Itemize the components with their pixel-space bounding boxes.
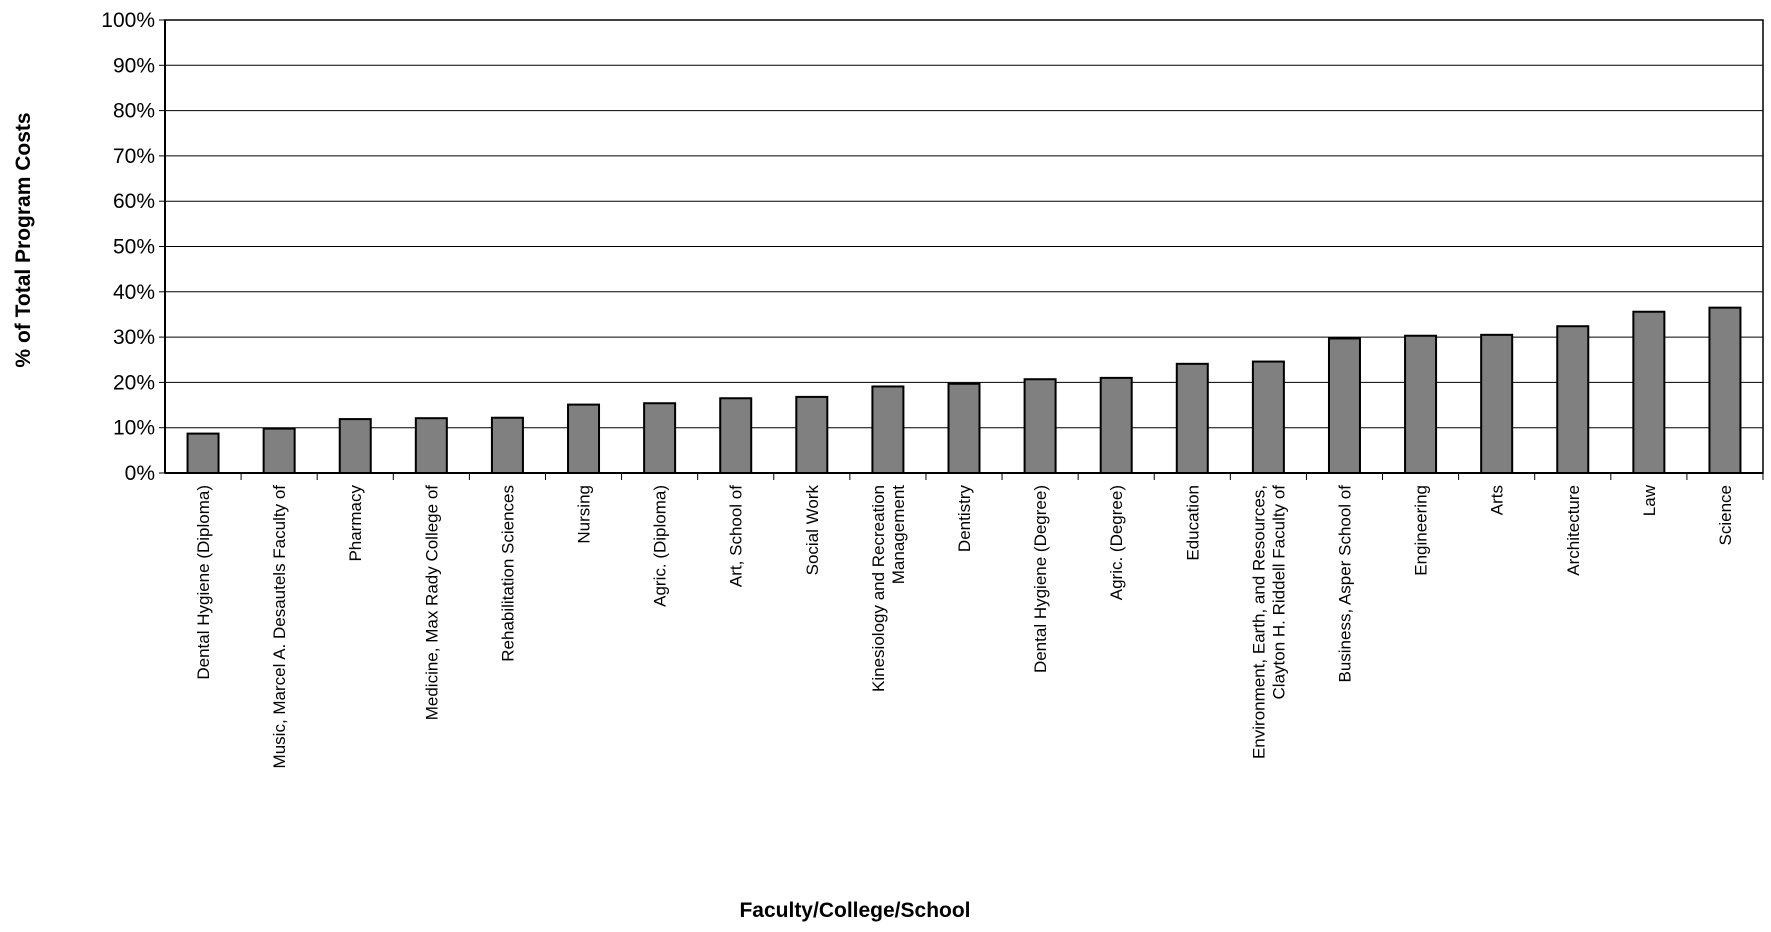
x-tick-label: Music, Marcel A. Desautels Faculty of: [270, 485, 289, 769]
bar: [1251, 360, 1285, 475]
bar: [1175, 362, 1209, 474]
x-tick-label: Dental Hygiene (Diploma): [194, 485, 213, 680]
bar: [1480, 333, 1514, 474]
bar: [795, 395, 829, 474]
y-tick-label: 90%: [113, 54, 155, 77]
bar: [1023, 378, 1057, 475]
bar: [414, 417, 448, 475]
x-tick-label: Science: [1716, 485, 1735, 545]
bar: [1632, 310, 1666, 474]
bar: [1556, 325, 1590, 474]
x-tick-label: Business, Asper School of: [1335, 485, 1354, 683]
x-tick-label: Social Work: [803, 485, 822, 576]
y-tick-label: 20%: [113, 371, 155, 394]
axes: [164, 19, 1764, 474]
y-tick-label: 70%: [113, 145, 155, 168]
x-tick-label: Medicine, Max Rady College of: [422, 485, 441, 721]
x-tick-label: Architecture: [1564, 485, 1583, 576]
y-axis-title: % of Total Program Costs: [12, 112, 35, 367]
y-tick-label: 80%: [113, 100, 155, 123]
y-tick-labels: 0% 10% 20% 30% 40% 50% 60% 70% 80% 90% 100%: [101, 9, 155, 485]
bar: [262, 427, 296, 474]
x-tick-label: Nursing: [575, 485, 594, 544]
x-tick-label: Education: [1183, 485, 1202, 561]
bar: [719, 397, 753, 475]
bar: [1099, 376, 1133, 474]
y-tick-label: 50%: [113, 236, 155, 259]
bar: [1327, 337, 1361, 475]
x-tick-label: Pharmacy: [346, 485, 365, 562]
x-tick-label: Clayton H. Riddell Faculty of: [1269, 485, 1288, 700]
x-tick-label: Agric. (Degree): [1107, 485, 1126, 600]
x-tick-label: Dentistry: [955, 485, 974, 553]
y-tick-label: 10%: [113, 417, 155, 440]
y-tick-label: 60%: [113, 190, 155, 213]
bar: [1404, 334, 1438, 474]
x-tick-label: Engineering: [1412, 485, 1431, 576]
bar: [947, 382, 981, 474]
bar: [643, 402, 677, 475]
bar: [186, 432, 220, 474]
y-tick-label: 100%: [101, 9, 155, 32]
bar: [338, 418, 372, 474]
x-tick-label: Rehabilitation Sciences: [498, 485, 517, 662]
x-category-labels: Dental Hygiene (Diploma) Music, Marcel A.…: [194, 484, 1735, 768]
x-tick-label: Management: [889, 485, 908, 585]
x-tick-label: Kinesiology and Recreation: [869, 485, 888, 692]
bar: [490, 416, 524, 475]
x-tick-label: Agric. (Diploma): [651, 485, 670, 607]
x-tick-label: Dental Hygiene (Degree): [1031, 485, 1050, 673]
x-tick-label: Art, School of: [727, 485, 746, 587]
bars: [186, 306, 1742, 475]
x-axis-title: Faculty/College/School: [739, 899, 970, 922]
bar: [871, 385, 905, 474]
bar: [567, 403, 601, 474]
bar: [1708, 306, 1742, 474]
y-tick-label: 30%: [113, 326, 155, 349]
y-tick-label: 40%: [113, 281, 155, 304]
y-tick-label: 0%: [125, 462, 155, 485]
x-tick-label: Environment, Earth, and Resources,: [1249, 485, 1268, 759]
x-tick-label: Law: [1640, 484, 1659, 516]
x-tick-label: Arts: [1488, 485, 1507, 515]
